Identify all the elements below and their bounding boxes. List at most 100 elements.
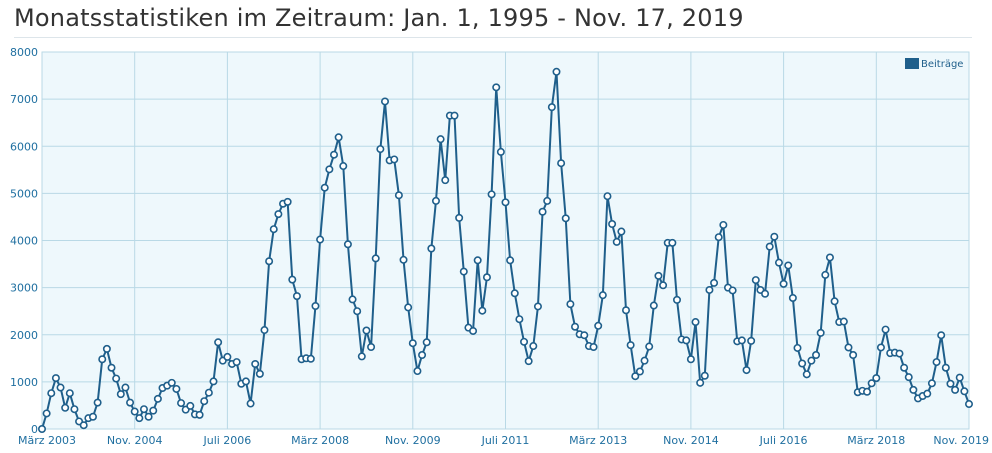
x-tick-label: März 2013 [569, 434, 627, 447]
data-point [306, 354, 315, 363]
data-point [394, 191, 403, 200]
data-point [455, 213, 464, 222]
y-tick-label: 0 [31, 423, 38, 436]
y-tick-label: 1000 [10, 376, 38, 389]
data-point [112, 374, 121, 383]
data-point [501, 198, 510, 207]
data-point [177, 399, 186, 408]
data-point [204, 388, 213, 397]
x-tick-label: März 2003 [18, 434, 76, 447]
data-point [844, 343, 853, 352]
data-point [214, 338, 223, 347]
x-tick-label: März 2008 [291, 434, 349, 447]
data-point [427, 244, 436, 253]
data-point [529, 342, 538, 351]
data-point [682, 336, 691, 345]
axes: 0 1000 2000 3000 4000 5000 6000 7000 8000 März 20… [10, 46, 989, 447]
data-point [960, 387, 969, 396]
data-point [524, 357, 533, 366]
data-point [334, 133, 343, 142]
data-point [839, 317, 848, 326]
data-point [459, 267, 468, 276]
data-point [144, 412, 153, 421]
data-point [37, 424, 46, 433]
data-point [881, 325, 890, 334]
data-point [241, 377, 250, 386]
x-tick-label: Juli 2011 [481, 434, 530, 447]
data-point [399, 255, 408, 264]
data-point [348, 295, 357, 304]
data-point [802, 370, 811, 379]
data-point [714, 233, 723, 242]
data-point [932, 358, 941, 367]
data-point [747, 336, 756, 345]
data-point [543, 196, 552, 205]
data-point [867, 379, 876, 388]
x-tick-label: März 2018 [847, 434, 905, 447]
data-point [200, 397, 209, 406]
data-point [339, 162, 348, 171]
data-point [608, 220, 617, 229]
data-point [149, 406, 158, 415]
y-tick-label: 2000 [10, 329, 38, 342]
data-point [246, 399, 255, 408]
x-tick-label: Nov. 2014 [663, 434, 719, 447]
legend-swatch-beitraege [905, 58, 919, 69]
data-point [93, 398, 102, 407]
data-point [598, 291, 607, 300]
data-point [909, 385, 918, 394]
data-point [121, 383, 130, 392]
data-point [937, 331, 946, 340]
x-tick-label: Nov. 2004 [107, 434, 163, 447]
data-point [65, 389, 74, 398]
data-point [223, 352, 232, 361]
data-point [640, 356, 649, 365]
data-point [770, 232, 779, 241]
data-point [288, 275, 297, 284]
data-point [496, 147, 505, 156]
data-point [923, 389, 932, 398]
data-point [798, 359, 807, 368]
data-point [830, 297, 839, 306]
data-point [561, 214, 570, 223]
data-point [441, 176, 450, 185]
data-point [450, 111, 459, 120]
data-point [116, 390, 125, 399]
data-point [469, 326, 478, 335]
data-point [380, 97, 389, 106]
data-point [265, 257, 274, 266]
data-point [821, 270, 830, 279]
data-point [404, 303, 413, 312]
data-point [774, 258, 783, 267]
data-point [552, 67, 561, 76]
data-point [635, 367, 644, 376]
data-point [654, 271, 663, 280]
x-tick-label: Juli 2016 [759, 434, 808, 447]
data-point [408, 339, 417, 348]
data-point [371, 254, 380, 263]
data-point [260, 326, 269, 335]
data-point [626, 341, 635, 350]
data-point [422, 338, 431, 347]
data-point [793, 343, 802, 352]
data-point [927, 379, 936, 388]
data-point [186, 401, 195, 410]
data-point [436, 135, 445, 144]
data-point [126, 398, 135, 407]
x-tick-label: Juli 2006 [202, 434, 251, 447]
data-point [42, 409, 51, 418]
legend-label-beitraege: Beiträge [921, 59, 963, 70]
data-point [696, 378, 705, 387]
data-point [61, 403, 70, 412]
data-point [418, 351, 427, 360]
data-point [668, 238, 677, 247]
data-point [849, 351, 858, 360]
data-point [320, 183, 329, 192]
data-point [946, 379, 955, 388]
data-point [705, 285, 714, 294]
data-point [390, 155, 399, 164]
data-point [872, 374, 881, 383]
data-point [376, 145, 385, 154]
data-point [603, 192, 612, 201]
